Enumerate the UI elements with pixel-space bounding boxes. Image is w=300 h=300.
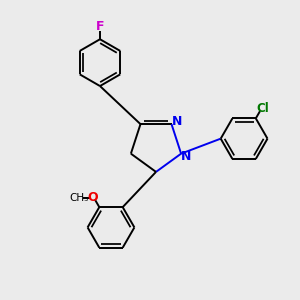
- Text: O: O: [87, 191, 98, 204]
- Text: Cl: Cl: [256, 102, 269, 115]
- Text: N: N: [181, 150, 192, 163]
- Text: F: F: [96, 20, 104, 33]
- Text: N: N: [172, 115, 182, 128]
- Text: CH₃: CH₃: [70, 193, 89, 203]
